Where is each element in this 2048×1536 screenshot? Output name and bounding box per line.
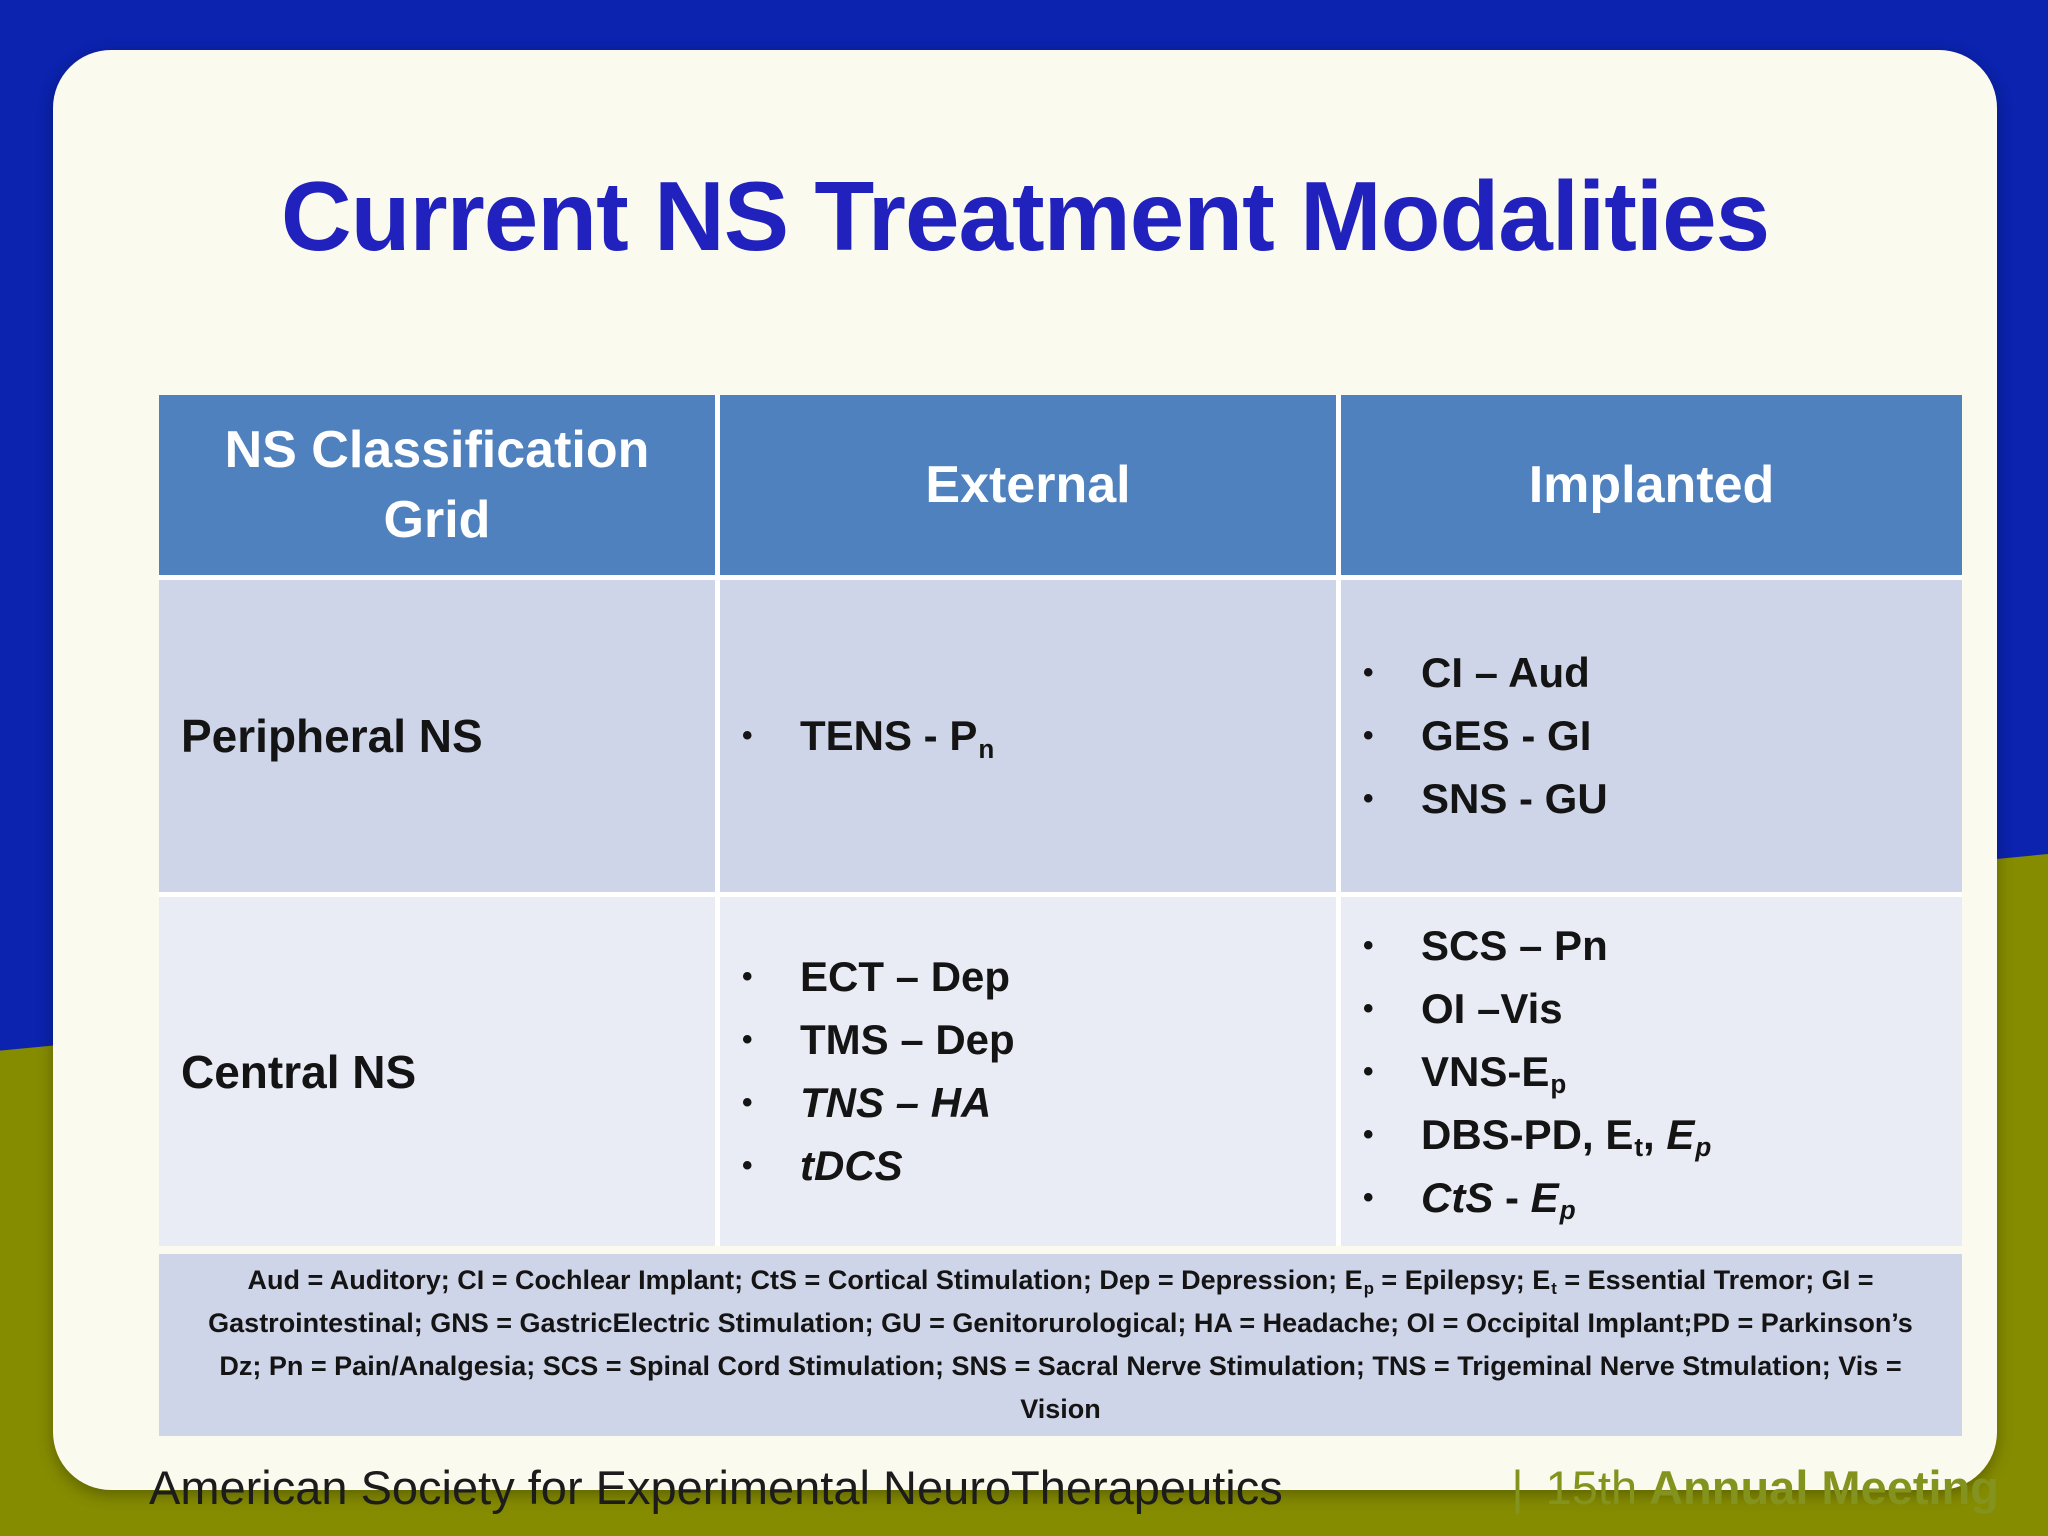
row-label-peripheral-ns: Peripheral NS xyxy=(159,580,715,892)
bullet-icon: • xyxy=(1363,1180,1374,1214)
bullet-item: • ECT – Dep xyxy=(742,953,1011,1000)
bullet-icon: • xyxy=(1363,928,1374,962)
cell-central-implanted: • SCS – Pn • OI –Vis • VNS-Ep • DBS-PD, Et, Ep •… xyxy=(1341,897,1962,1246)
bullet-item: • TMS – Dep xyxy=(742,1016,1015,1063)
slide-card: Current NS Treatment Modalities NS Class… xyxy=(53,50,1999,1514)
abbreviation-footnote: Aud = Auditory; CI = Cochlear Implant; C… xyxy=(159,1254,1962,1436)
column-header-implanted: Implanted xyxy=(1341,395,1962,575)
column-header-classification: NS Classification Grid xyxy=(159,395,715,575)
bullet-icon: • xyxy=(1363,656,1374,689)
bullet-icon: • xyxy=(1363,719,1374,752)
bullet-item: • tDCS xyxy=(742,1142,903,1189)
bullet-icon: • xyxy=(1363,991,1374,1025)
abbreviation-footnote-text: Aud = Auditory; CI = Cochlear Implant; C… xyxy=(208,1264,1913,1425)
bullet-icon: • xyxy=(742,1023,753,1056)
bullet-item: • GES - GI xyxy=(1363,712,1592,759)
footer-organization: American Society for Experimental NeuroT… xyxy=(149,1461,1283,1514)
bullet-item: • OI –Vis xyxy=(1363,984,1563,1032)
bullet-item: • TNS – HA xyxy=(742,1079,992,1126)
bullet-icon: • xyxy=(742,1086,753,1119)
bullet-icon: • xyxy=(1363,1054,1374,1088)
bullet-icon: • xyxy=(742,960,753,993)
bullet-item: • SNS - GU xyxy=(1363,775,1608,822)
slide-footer: American Society for Experimental NeuroT… xyxy=(149,1460,1999,1515)
cell-central-external: • ECT – Dep • TMS – Dep • TNS – HA • tDCS xyxy=(720,897,1336,1246)
bullet-icon: • xyxy=(1363,1117,1374,1151)
bullet-icon: • xyxy=(1363,782,1374,815)
footer-divider: | xyxy=(1511,1461,1524,1514)
footer-meeting-name: Annual Meeting xyxy=(1649,1461,1999,1514)
bullet-item: • CtS - Ep xyxy=(1363,1173,1576,1226)
row-label-central-ns: Central NS xyxy=(159,897,715,1246)
treatment-table: NS Classification Grid External Implante… xyxy=(159,395,1962,1246)
bullet-item: • SCS – Pn xyxy=(1363,921,1608,969)
footer-meeting-prefix: 15th xyxy=(1545,1461,1638,1514)
bullet-item: • DBS-PD, Et, Ep xyxy=(1363,1110,1712,1163)
cell-peripheral-implanted: • CI – Aud • GES - GI • SNS - GU xyxy=(1341,580,1962,892)
bullet-icon: • xyxy=(742,719,753,752)
bullet-icon: • xyxy=(742,1149,753,1182)
bullet-item: • CI – Aud xyxy=(1363,649,1590,696)
footer-meeting: | 15th Annual Meeting xyxy=(1511,1460,1999,1515)
page-title: Current NS Treatment Modalities xyxy=(280,161,1770,271)
bullet-item: • VNS-Ep xyxy=(1363,1047,1567,1100)
cell-peripheral-external: • TENS - Pn xyxy=(720,580,1336,892)
column-header-external: External xyxy=(720,395,1336,575)
bullet-item: • TENS - Pn xyxy=(742,712,995,764)
